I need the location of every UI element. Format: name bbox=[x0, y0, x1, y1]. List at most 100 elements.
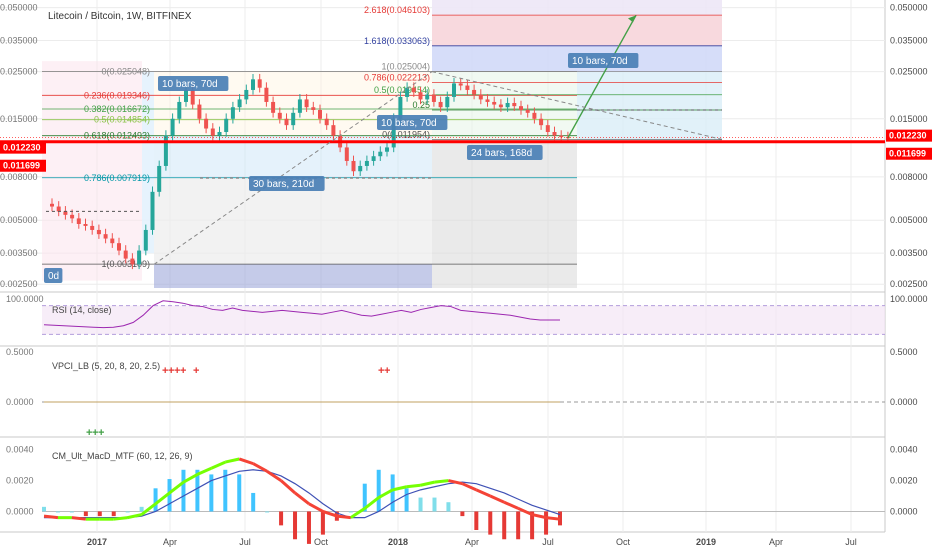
candle-body bbox=[519, 106, 523, 110]
candle-body bbox=[90, 225, 95, 230]
macd-histogram-bar bbox=[195, 469, 200, 512]
trend-line bbox=[431, 71, 723, 140]
candle-body bbox=[331, 125, 336, 136]
candle-body bbox=[284, 118, 289, 126]
macd-histogram-bar bbox=[251, 492, 256, 512]
time-axis-tick: 2018 bbox=[388, 537, 408, 547]
candle-body bbox=[264, 87, 269, 102]
macd-line-segment bbox=[363, 496, 380, 510]
candle-body bbox=[378, 151, 383, 157]
macd-label: CM_Ult_MacD_MTF (60, 12, 26, 9) bbox=[52, 451, 193, 461]
price-axis-tick-left: 0.035000 bbox=[0, 36, 38, 46]
macd-line-segment bbox=[113, 516, 128, 521]
candle-body bbox=[398, 96, 403, 119]
macd-histogram-bar bbox=[502, 511, 507, 540]
bar-count-label: 24 bars, 168d bbox=[471, 148, 532, 159]
last-price-tag: 0.012230 bbox=[889, 131, 927, 141]
bar-count-badge bbox=[568, 53, 639, 68]
price-axis-tick-left: 0.002500 bbox=[0, 279, 38, 289]
candle-body bbox=[371, 156, 376, 161]
bar-count-label: 0d bbox=[48, 271, 59, 282]
price-axis-tick-left: 0.050000 bbox=[0, 3, 38, 13]
price-axis-tick: 0.003500 bbox=[890, 248, 928, 258]
macd-histogram-bar bbox=[265, 511, 270, 513]
macd-line-segment bbox=[448, 479, 463, 486]
macd-histogram-bar bbox=[488, 511, 493, 535]
candle-body bbox=[271, 101, 276, 113]
macd-line-segment bbox=[154, 491, 171, 505]
macd-histogram-bar bbox=[125, 511, 130, 513]
time-axis-tick: Apr bbox=[163, 537, 177, 547]
vpci-label: VPCI_LB (5, 20, 8, 20, 2.5) bbox=[52, 361, 160, 371]
candle-body bbox=[76, 218, 81, 224]
macd-histogram-bar bbox=[418, 497, 423, 512]
macd-line-segment bbox=[252, 462, 268, 473]
vpci-sell-marker: + bbox=[174, 365, 180, 377]
fib-level-label: 2.618(0.046103) bbox=[364, 5, 430, 15]
candle-body bbox=[478, 94, 483, 100]
candle-body bbox=[311, 107, 316, 110]
candle-body bbox=[358, 165, 363, 172]
candle-body bbox=[210, 128, 215, 136]
candle-body bbox=[150, 191, 155, 230]
price-axis-tick-left: 0.008000 bbox=[0, 172, 38, 182]
macd-line-segment bbox=[461, 482, 477, 492]
macd-line-segment bbox=[280, 479, 297, 495]
time-axis-tick: Jul bbox=[239, 537, 251, 547]
macd-line-segment bbox=[71, 516, 87, 521]
fib-level-label: 0(0.025048) bbox=[101, 66, 150, 76]
macd-histogram-bar bbox=[42, 506, 46, 512]
candle-body bbox=[96, 229, 101, 235]
candle-body bbox=[237, 99, 242, 108]
candle-body bbox=[70, 214, 75, 219]
macd-axis-tick: 0.0020 bbox=[890, 476, 918, 486]
candle-body bbox=[512, 102, 517, 107]
macd-line-segment bbox=[489, 494, 505, 504]
candle-body bbox=[304, 99, 309, 108]
macd-histogram-bar bbox=[139, 506, 144, 512]
price-axis-tick: 0.035000 bbox=[890, 36, 928, 46]
macd-histogram-bar bbox=[460, 511, 465, 517]
fib-level-label: 0.25 bbox=[412, 100, 430, 110]
macd-line-segment bbox=[545, 516, 561, 521]
macd-histogram-bar bbox=[362, 483, 367, 512]
candle-body bbox=[559, 135, 564, 138]
fib-level-label: 0.786(0.007919) bbox=[84, 173, 150, 183]
macd-histogram-bar bbox=[404, 488, 409, 512]
range-zone bbox=[154, 177, 432, 265]
macd-line-segment bbox=[140, 502, 157, 516]
candle-body bbox=[492, 101, 497, 105]
candle-body bbox=[411, 87, 416, 93]
fib-level-label: 1.618(0.033063) bbox=[364, 36, 430, 46]
candle-body bbox=[50, 203, 54, 207]
rsi-axis-tick: 100.0000 bbox=[890, 294, 928, 304]
macd-histogram-bar bbox=[432, 497, 437, 512]
support-price-tag: 0.011699 bbox=[889, 149, 926, 159]
bar-count-badge bbox=[249, 176, 325, 191]
range-zone bbox=[42, 61, 142, 281]
time-axis-tick: Jul bbox=[542, 537, 554, 547]
candle-body bbox=[552, 132, 557, 136]
macd-line-segment bbox=[210, 460, 226, 470]
macd-line-segment bbox=[406, 483, 421, 489]
vpci-sell-marker: + bbox=[180, 365, 186, 377]
fib-level-label: 1(0.003109) bbox=[101, 259, 150, 269]
macd-line-segment bbox=[224, 457, 240, 464]
candle-body bbox=[244, 89, 249, 100]
candle-body bbox=[297, 99, 302, 113]
candle-body bbox=[177, 101, 182, 119]
candle-body bbox=[291, 112, 296, 126]
macd-axis-tick-left: 0.0000 bbox=[6, 506, 34, 516]
macd-histogram-bar bbox=[153, 488, 158, 512]
macd-line-segment bbox=[294, 491, 310, 505]
candle-body bbox=[157, 165, 162, 192]
macd-line-segment bbox=[168, 480, 185, 495]
candle-body bbox=[498, 104, 503, 108]
macd-line-segment bbox=[308, 502, 324, 513]
rsi-label: RSI (14, close) bbox=[52, 305, 112, 315]
price-axis-tick-left: 0.015000 bbox=[0, 114, 38, 124]
vpci-axis-tick-left: 0.5000 bbox=[6, 347, 34, 357]
bar-count-label: 10 bars, 70d bbox=[572, 56, 628, 67]
candle-body bbox=[130, 258, 135, 265]
price-axis-tick: 0.002500 bbox=[890, 279, 928, 289]
